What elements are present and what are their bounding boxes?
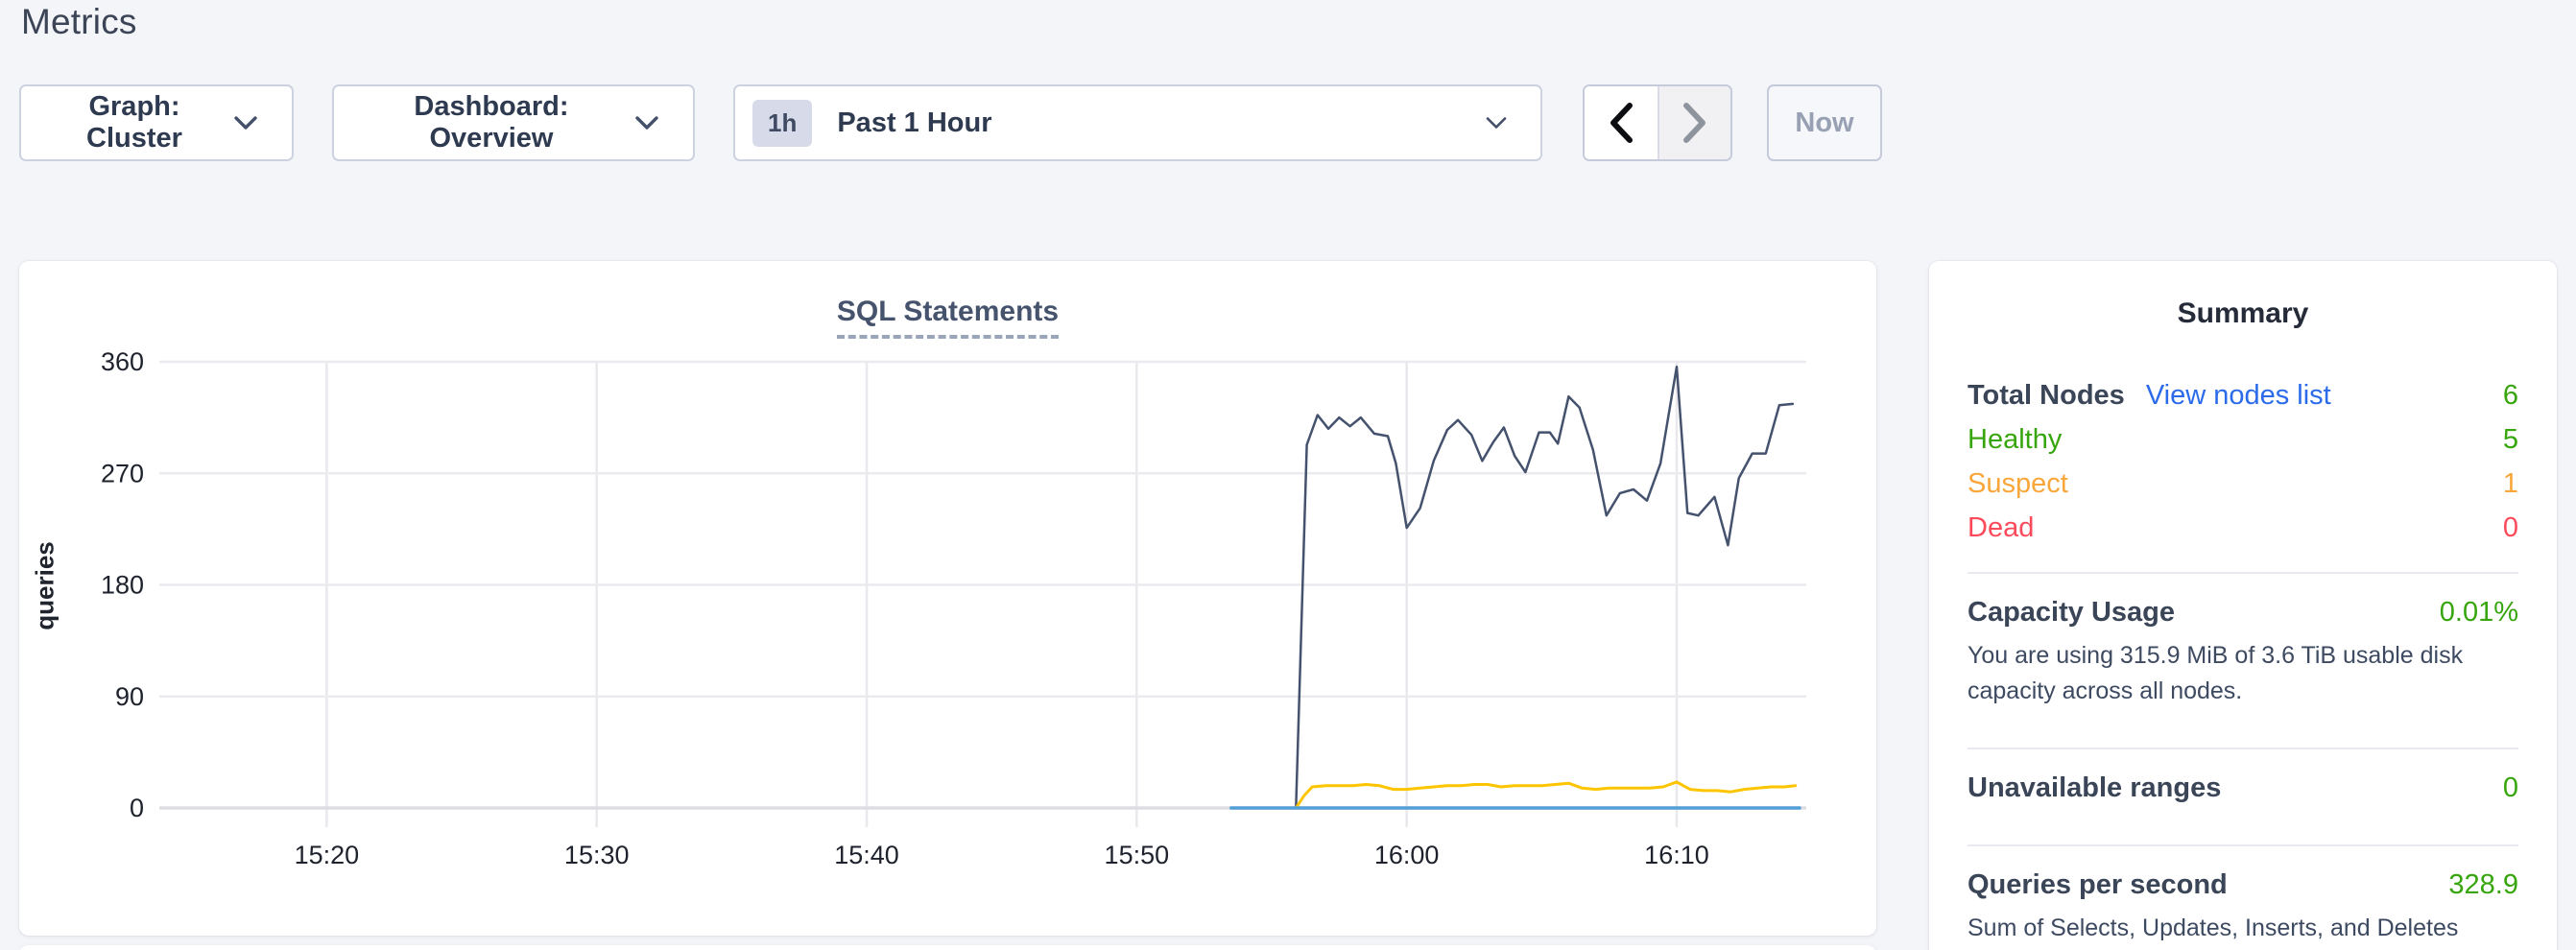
suspect-value: 1 — [2502, 468, 2518, 499]
graph-dropdown-label: Graph: Cluster — [86, 91, 182, 154]
svg-text:15:20: 15:20 — [295, 841, 360, 869]
next-chart-card-edge — [19, 945, 1876, 950]
svg-text:15:30: 15:30 — [564, 841, 630, 869]
capacity-usage-label: Capacity Usage — [1968, 597, 2175, 628]
summary-divider — [1968, 572, 2518, 574]
svg-text:16:10: 16:10 — [1644, 841, 1709, 869]
svg-text:360: 360 — [101, 347, 144, 376]
svg-text:15:40: 15:40 — [834, 841, 899, 869]
svg-text:16:00: 16:00 — [1374, 841, 1440, 869]
graph-dropdown[interactable]: Graph: Cluster — [19, 84, 294, 161]
dead-value: 0 — [2502, 512, 2518, 543]
now-button[interactable]: Now — [1767, 84, 1882, 161]
chart-title[interactable]: SQL Statements — [836, 296, 1060, 339]
svg-text:0: 0 — [130, 794, 144, 822]
dead-label: Dead — [1968, 512, 2035, 543]
capacity-usage-value: 0.01% — [2439, 597, 2518, 628]
svg-text:90: 90 — [115, 682, 144, 711]
chevron-down-icon — [234, 115, 257, 130]
chevron-right-icon — [1683, 103, 1705, 143]
dashboard-dropdown[interactable]: Dashboard: Overview — [332, 84, 695, 161]
sql-statements-chart-card: SQL Statements queries 15:20 15:30 15:40 15… — [19, 261, 1876, 936]
unavailable-ranges-section: Unavailable ranges 0 — [1968, 749, 2518, 829]
svg-text:15:50: 15:50 — [1105, 841, 1170, 869]
metrics-toolbar: Graph: Cluster Dashboard: Overview 1h Pa… — [19, 84, 1882, 161]
summary-divider — [1968, 844, 2518, 846]
node-status-list: Total Nodes View nodes list 6 Healthy 5 … — [1968, 380, 2518, 557]
dashboard-dropdown-label: Dashboard: Overview — [414, 91, 569, 154]
chevron-left-icon — [1610, 103, 1633, 143]
page-title: Metrics — [21, 2, 137, 41]
view-nodes-list-link[interactable]: View nodes list — [2145, 380, 2331, 411]
time-step-button-group — [1583, 84, 1732, 161]
sql-statements-chart[interactable]: 15:20 15:30 15:40 15:50 16:00 16:10 0 90 180 270 3… — [19, 261, 1876, 936]
total-nodes-value: 6 — [2502, 380, 2518, 411]
chevron-down-icon — [635, 115, 658, 130]
unavailable-ranges-label: Unavailable ranges — [1968, 772, 2222, 803]
healthy-label: Healthy — [1968, 424, 2063, 455]
time-range-label: Past 1 Hour — [837, 107, 992, 138]
capacity-usage-caption: You are using 315.9 MiB of 3.6 TiB usabl… — [1968, 642, 2464, 704]
queries-per-second-caption: Sum of Selects, Updates, Inserts, and De… — [1968, 914, 2459, 941]
queries-per-second-value: 328.9 — [2448, 869, 2518, 900]
healthy-nodes-row: Healthy 5 — [1968, 424, 2518, 468]
queries-per-second-section: Queries per second 328.9 Sum of Selects,… — [1968, 846, 2518, 950]
total-nodes-label: Total Nodes — [1968, 380, 2125, 411]
summary-title: Summary — [2177, 297, 2309, 329]
unavailable-ranges-value: 0 — [2502, 772, 2518, 803]
dead-nodes-row: Dead 0 — [1968, 512, 2518, 557]
total-nodes-row: Total Nodes View nodes list 6 — [1968, 380, 2518, 424]
queries-per-second-label: Queries per second — [1968, 869, 2228, 900]
time-range-badge: 1h — [752, 99, 813, 147]
capacity-usage-section: Capacity Usage 0.01% You are using 315.9… — [1968, 574, 2518, 732]
time-step-back-button[interactable] — [1585, 86, 1658, 159]
healthy-value: 5 — [2502, 424, 2518, 455]
time-step-forward-button[interactable] — [1658, 86, 1730, 159]
summary-panel: Summary Total Nodes View nodes list 6 He… — [1929, 261, 2557, 950]
suspect-label: Suspect — [1968, 468, 2068, 499]
summary-divider — [1968, 748, 2518, 749]
svg-text:270: 270 — [101, 459, 144, 487]
svg-text:180: 180 — [101, 571, 144, 600]
suspect-nodes-row: Suspect 1 — [1968, 468, 2518, 512]
chevron-down-icon — [1486, 116, 1507, 129]
time-range-dropdown[interactable]: 1h Past 1 Hour — [733, 84, 1542, 161]
